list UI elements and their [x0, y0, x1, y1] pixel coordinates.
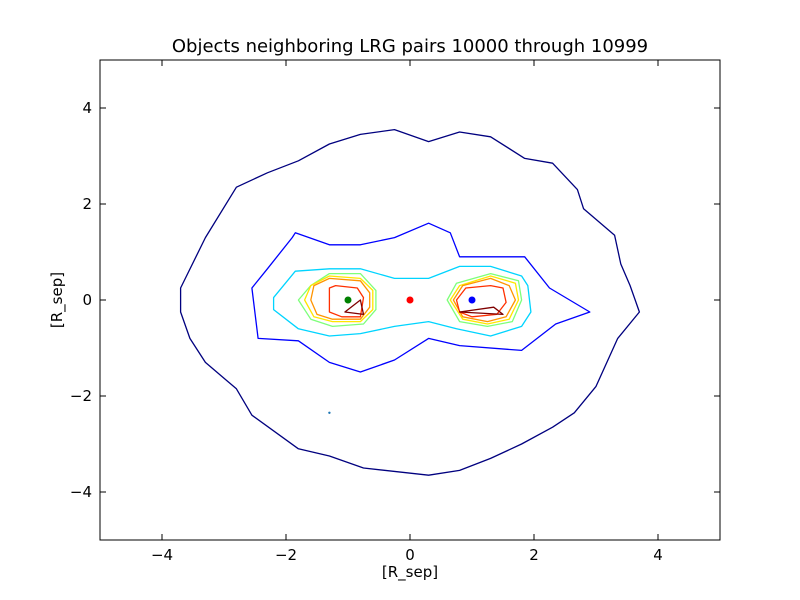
- y-tick-label-1: −2: [70, 387, 92, 405]
- contour-line-2-0: [272, 265, 532, 337]
- y-tick-label-2: 0: [82, 291, 92, 309]
- contour-line-5-0: [310, 277, 371, 320]
- contour-line-3-1: [446, 272, 523, 328]
- data-point-1: [406, 296, 414, 304]
- chart-title: Objects neighboring LRG pairs 10000 thro…: [172, 36, 648, 57]
- y-tick-label-3: 2: [82, 195, 92, 213]
- contour-line-4-0: [303, 275, 374, 323]
- data-point-0: [344, 296, 352, 304]
- contour-line-5-1: [452, 277, 517, 323]
- y-axis-label: [R_sep]: [48, 272, 67, 328]
- contour-line-0-0: [179, 128, 641, 476]
- contour-line-6-1: [455, 284, 507, 318]
- x-tick-label-2: 0: [405, 546, 415, 564]
- plot-frame: [99, 59, 721, 541]
- data-point-2: [468, 296, 476, 304]
- contour-line-4-1: [449, 275, 520, 325]
- y-tick-label-0: −4: [70, 483, 92, 501]
- x-tick-label-3: 2: [529, 546, 539, 564]
- x-tick-label-0: −4: [151, 546, 173, 564]
- x-tick-label-1: −2: [275, 546, 297, 564]
- contour-line-3-0: [297, 272, 377, 328]
- contour-line-1-0: [251, 222, 591, 373]
- contour-layer: [179, 128, 641, 476]
- y-tick-label-4: 4: [82, 99, 92, 117]
- point-layer: [328, 296, 476, 414]
- x-tick-label-4: 4: [653, 546, 663, 564]
- contour-line-7-0: [344, 299, 365, 316]
- data-point-3: [328, 411, 331, 414]
- tick-layer: −4 −2 0 2 4 −4 −2 0 2 4: [70, 60, 720, 564]
- x-axis-label: [R_sep]: [382, 563, 438, 582]
- contour-line-7-1: [458, 306, 504, 316]
